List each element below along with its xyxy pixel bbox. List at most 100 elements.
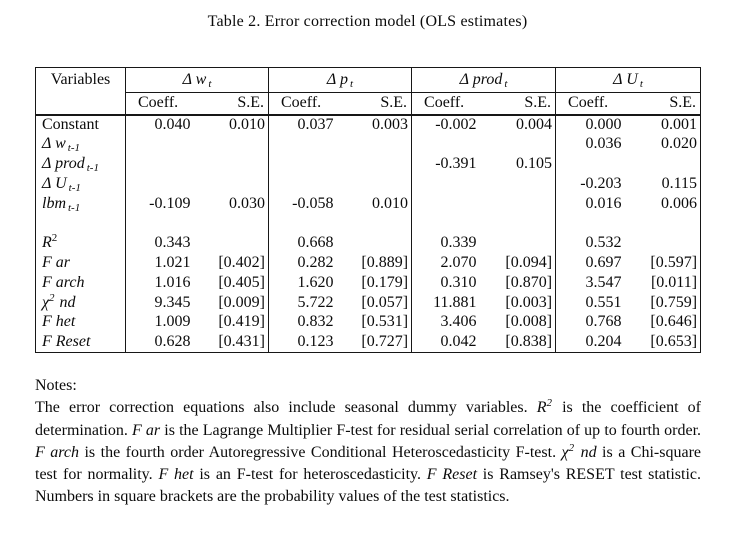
table-cell: 0.036 xyxy=(555,134,629,155)
table-cell xyxy=(484,213,556,233)
table-cell xyxy=(629,213,701,233)
table-cell: 2.070 xyxy=(411,253,484,273)
table-cell: [0.646] xyxy=(650,313,698,331)
table-cell: 0.343 xyxy=(125,233,198,254)
table-cell: 1.620 xyxy=(268,272,341,293)
table-caption: Table 2. Error correction model (OLS est… xyxy=(207,13,528,30)
table-cell: 0.697 xyxy=(555,253,629,273)
table-cell xyxy=(411,134,484,155)
table-cell: 1.021 xyxy=(125,253,198,273)
column-header-se: S.E. xyxy=(197,92,269,116)
table-cell xyxy=(125,134,198,155)
table-cell: 0.532 xyxy=(555,233,629,254)
column-header-se: S.E. xyxy=(483,92,556,116)
table-cell xyxy=(198,174,269,194)
table-cell: 11.881 xyxy=(411,292,484,313)
table-cell: 0.310 xyxy=(411,272,484,293)
table-cell: [0.179] xyxy=(361,273,409,291)
table-row-dw-lag: Δ w t-1 0.036 0.020 xyxy=(36,134,701,155)
notes-section: Notes: The error correction equations al… xyxy=(35,375,701,509)
column-header-se: S.E. xyxy=(628,92,701,116)
table-cell xyxy=(268,154,341,174)
table-cell: 0.115 xyxy=(661,174,698,192)
table-cell xyxy=(484,174,556,194)
group-header-dprod: Δ prod t xyxy=(411,67,556,93)
table-cell: [0.419] xyxy=(218,313,265,331)
table-cell xyxy=(484,194,556,214)
table-cell xyxy=(555,213,629,234)
table-row-dprod-lag: Δ prod t-1 -0.391 0.105 xyxy=(36,154,701,174)
row-label: R2 xyxy=(42,232,58,252)
table-cell xyxy=(125,173,198,194)
table-cell: -0.391 xyxy=(411,154,484,174)
column-header-coeff: Coeff. xyxy=(411,92,484,116)
table-cell xyxy=(411,193,484,214)
table-cell: -0.002 xyxy=(411,114,484,135)
table-cell: 0.768 xyxy=(555,312,629,333)
column-header-coeff: Coeff. xyxy=(268,92,341,116)
table-cell: 9.345 xyxy=(125,292,198,313)
table-cell xyxy=(629,233,701,253)
notes-paragraph: The error correction equations also incl… xyxy=(35,397,702,506)
table-row-f-het: F het 1.009 [0.419] 0.832 [0.531] 3.406 … xyxy=(36,312,701,333)
table-cell: [0.003] xyxy=(505,293,553,311)
table-row-f-arch: F arch 1.016 [0.405] 1.620 [0.179] 0.310… xyxy=(36,272,701,293)
table-cell: 1.009 xyxy=(125,312,198,333)
table-cell: 0.628 xyxy=(125,332,198,353)
subheader-row: Coeff. S.E. Coeff. S.E. Coeff. S.E. Coef… xyxy=(36,92,701,116)
notes-heading: Notes: xyxy=(35,377,77,394)
table-cell: [0.405] xyxy=(218,273,265,291)
table-cell xyxy=(268,134,341,155)
table-cell xyxy=(484,134,556,154)
table-cell: 0.832 xyxy=(268,312,341,333)
row-label: χ2 nd xyxy=(42,291,76,311)
table-cell: [0.727] xyxy=(361,332,409,350)
column-header-coeff: Coeff. xyxy=(125,92,198,116)
table-cell: 0.006 xyxy=(661,194,698,212)
table-cell: [0.431] xyxy=(218,332,265,350)
table-cell: [0.009] xyxy=(218,293,265,311)
column-header-se: S.E. xyxy=(340,92,412,116)
row-label: F ar xyxy=(42,253,70,271)
row-label: Δ prod t-1 xyxy=(42,154,99,174)
table-cell: -0.203 xyxy=(555,173,629,194)
table-cell: 0.040 xyxy=(125,114,198,135)
table-cell: 0.030 xyxy=(229,194,265,212)
table-cell xyxy=(198,134,269,154)
table-cell xyxy=(411,213,484,234)
table-cell: 0.123 xyxy=(268,332,341,353)
table-row-constant: Constant 0.040 0.010 0.037 0.003 -0.002 … xyxy=(36,114,701,135)
table-cell: 1.016 xyxy=(125,272,198,293)
table-cell: [0.011] xyxy=(650,273,698,291)
table-cell: 0.282 xyxy=(268,253,341,273)
table-row-chi2-nd: χ2 nd 9.345 [0.009] 5.722 [0.057] 11.881… xyxy=(36,291,701,313)
table-cell: 5.722 xyxy=(268,292,341,313)
table-cell: [0.653] xyxy=(650,332,698,350)
table-cell: 0.204 xyxy=(555,332,629,353)
table-cell: 0.001 xyxy=(661,115,698,133)
table-cell: [0.889] xyxy=(361,253,409,271)
table-row-spacer xyxy=(36,213,701,234)
table-cell: [0.008] xyxy=(505,313,553,331)
table-cell: -0.109 xyxy=(125,193,198,214)
table-cell xyxy=(341,233,412,253)
table-cell: [0.759] xyxy=(650,293,698,311)
table-cell xyxy=(268,213,341,234)
table-cell xyxy=(341,213,412,233)
table-cell: 0.010 xyxy=(372,194,409,212)
table-cell: -0.058 xyxy=(268,193,341,214)
table-cell: [0.094] xyxy=(505,253,553,271)
table-cell: 3.406 xyxy=(411,312,484,333)
table-cell xyxy=(555,154,629,174)
table-cell: 0.042 xyxy=(411,332,484,353)
table-cell xyxy=(198,233,269,253)
table-row-r-squared: R2 0.343 0.668 0.339 0.532 xyxy=(36,232,701,254)
column-header-variables: Variables xyxy=(35,67,126,116)
table-cell: 0.010 xyxy=(229,115,265,133)
table-row-f-reset: F Reset 0.628 [0.431] 0.123 [0.727] 0.04… xyxy=(36,332,701,353)
